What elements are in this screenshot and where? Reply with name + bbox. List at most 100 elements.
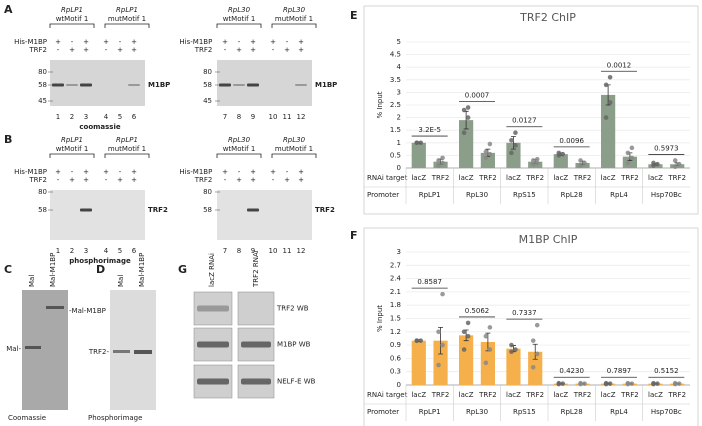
gel-column: lacZ RNAi — [208, 253, 216, 287]
blot-label: NELF-E WB — [277, 378, 316, 386]
bracket — [104, 153, 150, 158]
data-point — [487, 347, 493, 352]
gel-column: Mal — [117, 275, 125, 287]
lane-number: 7 — [223, 247, 227, 255]
data-point — [556, 380, 562, 386]
x-tick-label: TRF2 — [525, 174, 544, 182]
lane-number: 7 — [223, 113, 227, 121]
x-tick-label: lacZ — [601, 174, 616, 182]
sign: + — [131, 176, 137, 184]
sign: + — [298, 176, 304, 184]
data-point — [607, 74, 613, 80]
p-value: 0.8587 — [417, 278, 442, 286]
band-label: M1BP — [148, 81, 170, 89]
data-point — [436, 158, 441, 163]
y-tick-label: 4.5 — [390, 51, 401, 59]
x-tick-label: TRF2 — [431, 174, 450, 182]
sign: + — [250, 168, 256, 176]
data-point — [418, 140, 424, 146]
lane-number: 2 — [70, 247, 74, 255]
row-label: TRF2 — [28, 46, 47, 54]
data-point — [530, 161, 536, 167]
band — [52, 83, 64, 87]
data-point — [440, 342, 445, 348]
data-point — [556, 150, 562, 156]
gel-caption: Phosphorimage — [88, 414, 142, 422]
sign: + — [131, 168, 137, 176]
lane-number: 9 — [251, 113, 255, 121]
lane-number: 8 — [237, 113, 241, 121]
row-label: RNAi target — [367, 391, 408, 399]
x-tick-label: lacZ — [553, 391, 568, 399]
p-value: 0.0012 — [607, 61, 632, 69]
gel-header-gene: RpLP1 — [116, 6, 138, 14]
data-point — [534, 351, 540, 357]
blot-label: TRF2 WB — [276, 305, 309, 313]
y-tick-label: 0 — [397, 164, 401, 172]
gel-header-gene: RpL30 — [228, 6, 251, 14]
row-label: His-M1BP — [14, 38, 47, 46]
sign: + — [117, 176, 123, 184]
lane-number: 10 — [269, 113, 278, 121]
sign: - — [57, 46, 60, 54]
group-label: RpL4 — [610, 408, 628, 416]
data-point — [436, 163, 441, 168]
gel — [22, 290, 68, 410]
gel-header-gene: RpLP1 — [61, 6, 83, 14]
data-point — [651, 380, 656, 386]
lane-number: 6 — [132, 247, 137, 255]
sign: - — [105, 176, 108, 184]
bar — [433, 340, 448, 385]
chart-title: TRF2 ChIP — [519, 11, 576, 24]
gel — [50, 60, 145, 106]
panel-label: A — [4, 3, 13, 16]
data-point — [436, 329, 441, 335]
x-tick-label: TRF2 — [573, 174, 592, 182]
marker-size: 80 — [203, 68, 212, 76]
group-label: RpS15 — [513, 408, 536, 416]
bar — [459, 335, 474, 385]
sign: + — [117, 46, 123, 54]
row-label: His-M1BP — [179, 168, 212, 176]
bar — [601, 94, 616, 168]
band — [25, 346, 41, 349]
gel — [217, 190, 312, 240]
x-tick-label: lacZ — [648, 391, 663, 399]
sign: + — [236, 46, 242, 54]
data-point — [513, 130, 518, 136]
y-axis-label: % Input — [376, 91, 384, 118]
gel-caption: Coomassie — [8, 414, 46, 422]
blot-label: M1BP WB — [277, 341, 311, 349]
row-label: TRF2 — [194, 46, 213, 54]
data-point — [509, 137, 514, 143]
sign: + — [298, 38, 304, 46]
data-point — [465, 115, 471, 120]
lane-number: 6 — [132, 113, 137, 121]
group-label: Hsp70Bc — [651, 408, 682, 416]
y-axis-label: % Input — [376, 305, 384, 332]
x-tick-label: TRF2 — [667, 174, 686, 182]
data-point — [483, 155, 489, 161]
sign: + — [236, 176, 242, 184]
row-label: Promoter — [367, 408, 399, 416]
sign: + — [131, 46, 137, 54]
marker-size: 58 — [38, 206, 47, 214]
data-point — [534, 160, 540, 166]
data-point — [483, 149, 489, 154]
panel-label: E — [350, 9, 358, 22]
data-point — [534, 156, 540, 162]
sign: + — [83, 46, 89, 54]
sign: + — [55, 38, 61, 46]
data-point — [603, 115, 609, 120]
data-point — [672, 158, 678, 163]
bar — [553, 154, 568, 168]
data-point — [582, 160, 587, 166]
x-tick-label: lacZ — [648, 174, 663, 182]
panel-label: G — [178, 263, 187, 276]
data-point — [560, 381, 566, 386]
x-tick-label: lacZ — [459, 391, 474, 399]
data-point — [436, 362, 441, 368]
marker-size: 45 — [203, 97, 212, 105]
